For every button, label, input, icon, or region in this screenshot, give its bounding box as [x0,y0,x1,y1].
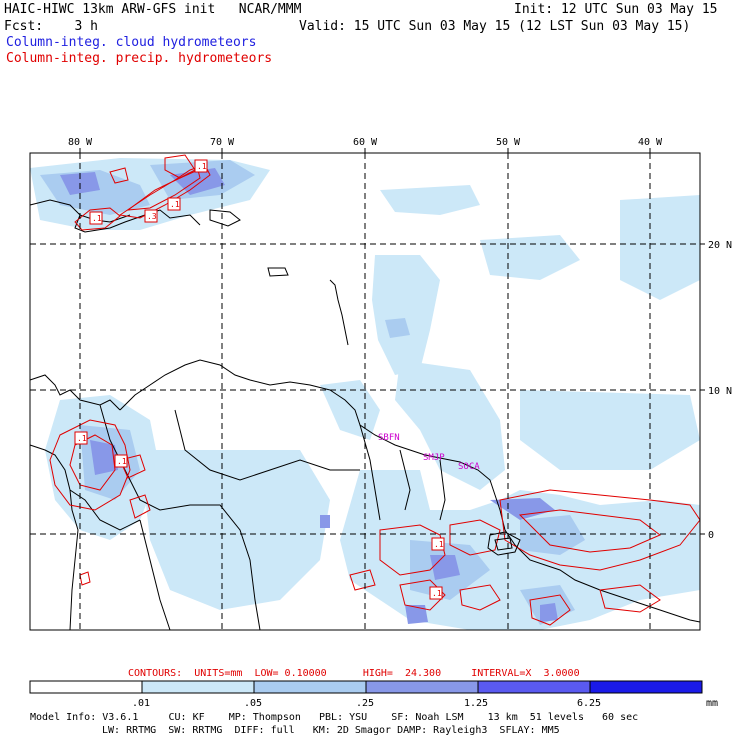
colorbar-tick: 6.25 [577,698,601,709]
contour-label: .1 [170,200,180,209]
model-info-line2: LW: RRTMG SW: RRTMG DIFF: full KM: 2D Sm… [102,725,560,737]
contour-info: CONTOURS: UNITS=mm LOW= 0.10000 HIGH= 24… [128,668,580,680]
precip-field-label: Column-integ. precip. hydrometeors [6,51,273,66]
model-title: HAIC-HIWC 13km ARW-GFS init NCAR/MMM [4,2,302,17]
contour-label: .1 [117,457,127,466]
model-info-line1: Model Info: V3.6.1 CU: KF MP: Thompson P… [30,712,638,724]
contour-label: .1 [197,162,207,171]
mi-cu: CU: KF [168,712,205,723]
contour-label-boxes [74,159,445,600]
colorbar [29,680,703,694]
lat-label: 0 [708,530,714,541]
mi-sf: SF: Noah LSM [391,712,464,723]
contour-label: .1 [432,589,442,598]
contour-label: .1 [77,434,87,443]
lon-label: 80 W [68,137,93,148]
mi-sw: SW: RRTMG [168,725,223,736]
mi-version: Model Info: V3.6.1 [30,712,139,723]
mi-pbl: PBL: YSU [319,712,368,723]
tick-marks [79,148,705,535]
lat-label: 10 N [708,386,732,397]
lon-label: 70 W [210,137,235,148]
units: UNITS=mm [194,668,243,679]
mi-sflay: SFLAY: MM5 [499,725,560,736]
colorbar-tick: 1.25 [464,698,488,709]
colorbar-unit: mm [706,698,718,709]
lon-label: 50 W [496,137,521,148]
colorbar-tick: .05 [244,698,262,709]
mi-levels: 51 levels [529,712,584,723]
mi-lw: LW: RRTMG [102,725,157,736]
lat-label: 20 N [708,240,732,251]
contours-label: CONTOURS: [128,668,183,679]
mi-diff: DIFF: full [234,725,295,736]
cloud-shading [30,158,700,630]
valid-time: Valid: 15 UTC Sun 03 May 15 (12 LST Sun … [299,19,691,34]
station-smjp: SMJP [423,453,445,463]
mi-dt: 60 sec [602,712,639,723]
mi-mp: MP: Thompson [228,712,301,723]
high: HIGH= 24.300 [362,668,442,679]
low: LOW= 0.10000 [254,668,327,679]
graticule [30,153,700,630]
amazon-delta [487,531,521,556]
forecast-hour: Fcst: 3 h [4,19,98,34]
colorbar-tick: .25 [356,698,374,709]
contour-label: .3 [147,212,157,221]
contour-label: .1 [92,214,102,223]
mi-res: 13 km [487,712,518,723]
lon-label: 40 W [638,137,663,148]
interval: INTERVAL=X 3.0000 [471,668,580,679]
station-sbfn: SBFN [378,433,400,443]
colorbar-tick: .01 [132,698,150,709]
init-time: Init: 12 UTC Sun 03 May 15 [514,2,718,17]
mi-damp: DAMP: Rayleigh3 [397,725,488,736]
station-soca: SOCA [458,462,480,472]
contour-label: .1 [434,540,444,549]
cloud-field-label: Column-integ. cloud hydrometeors [6,35,257,50]
lon-label: 60 W [353,137,378,148]
mi-km: KM: 2D Smagor [312,725,392,736]
cloud-shading-dark [60,168,558,624]
